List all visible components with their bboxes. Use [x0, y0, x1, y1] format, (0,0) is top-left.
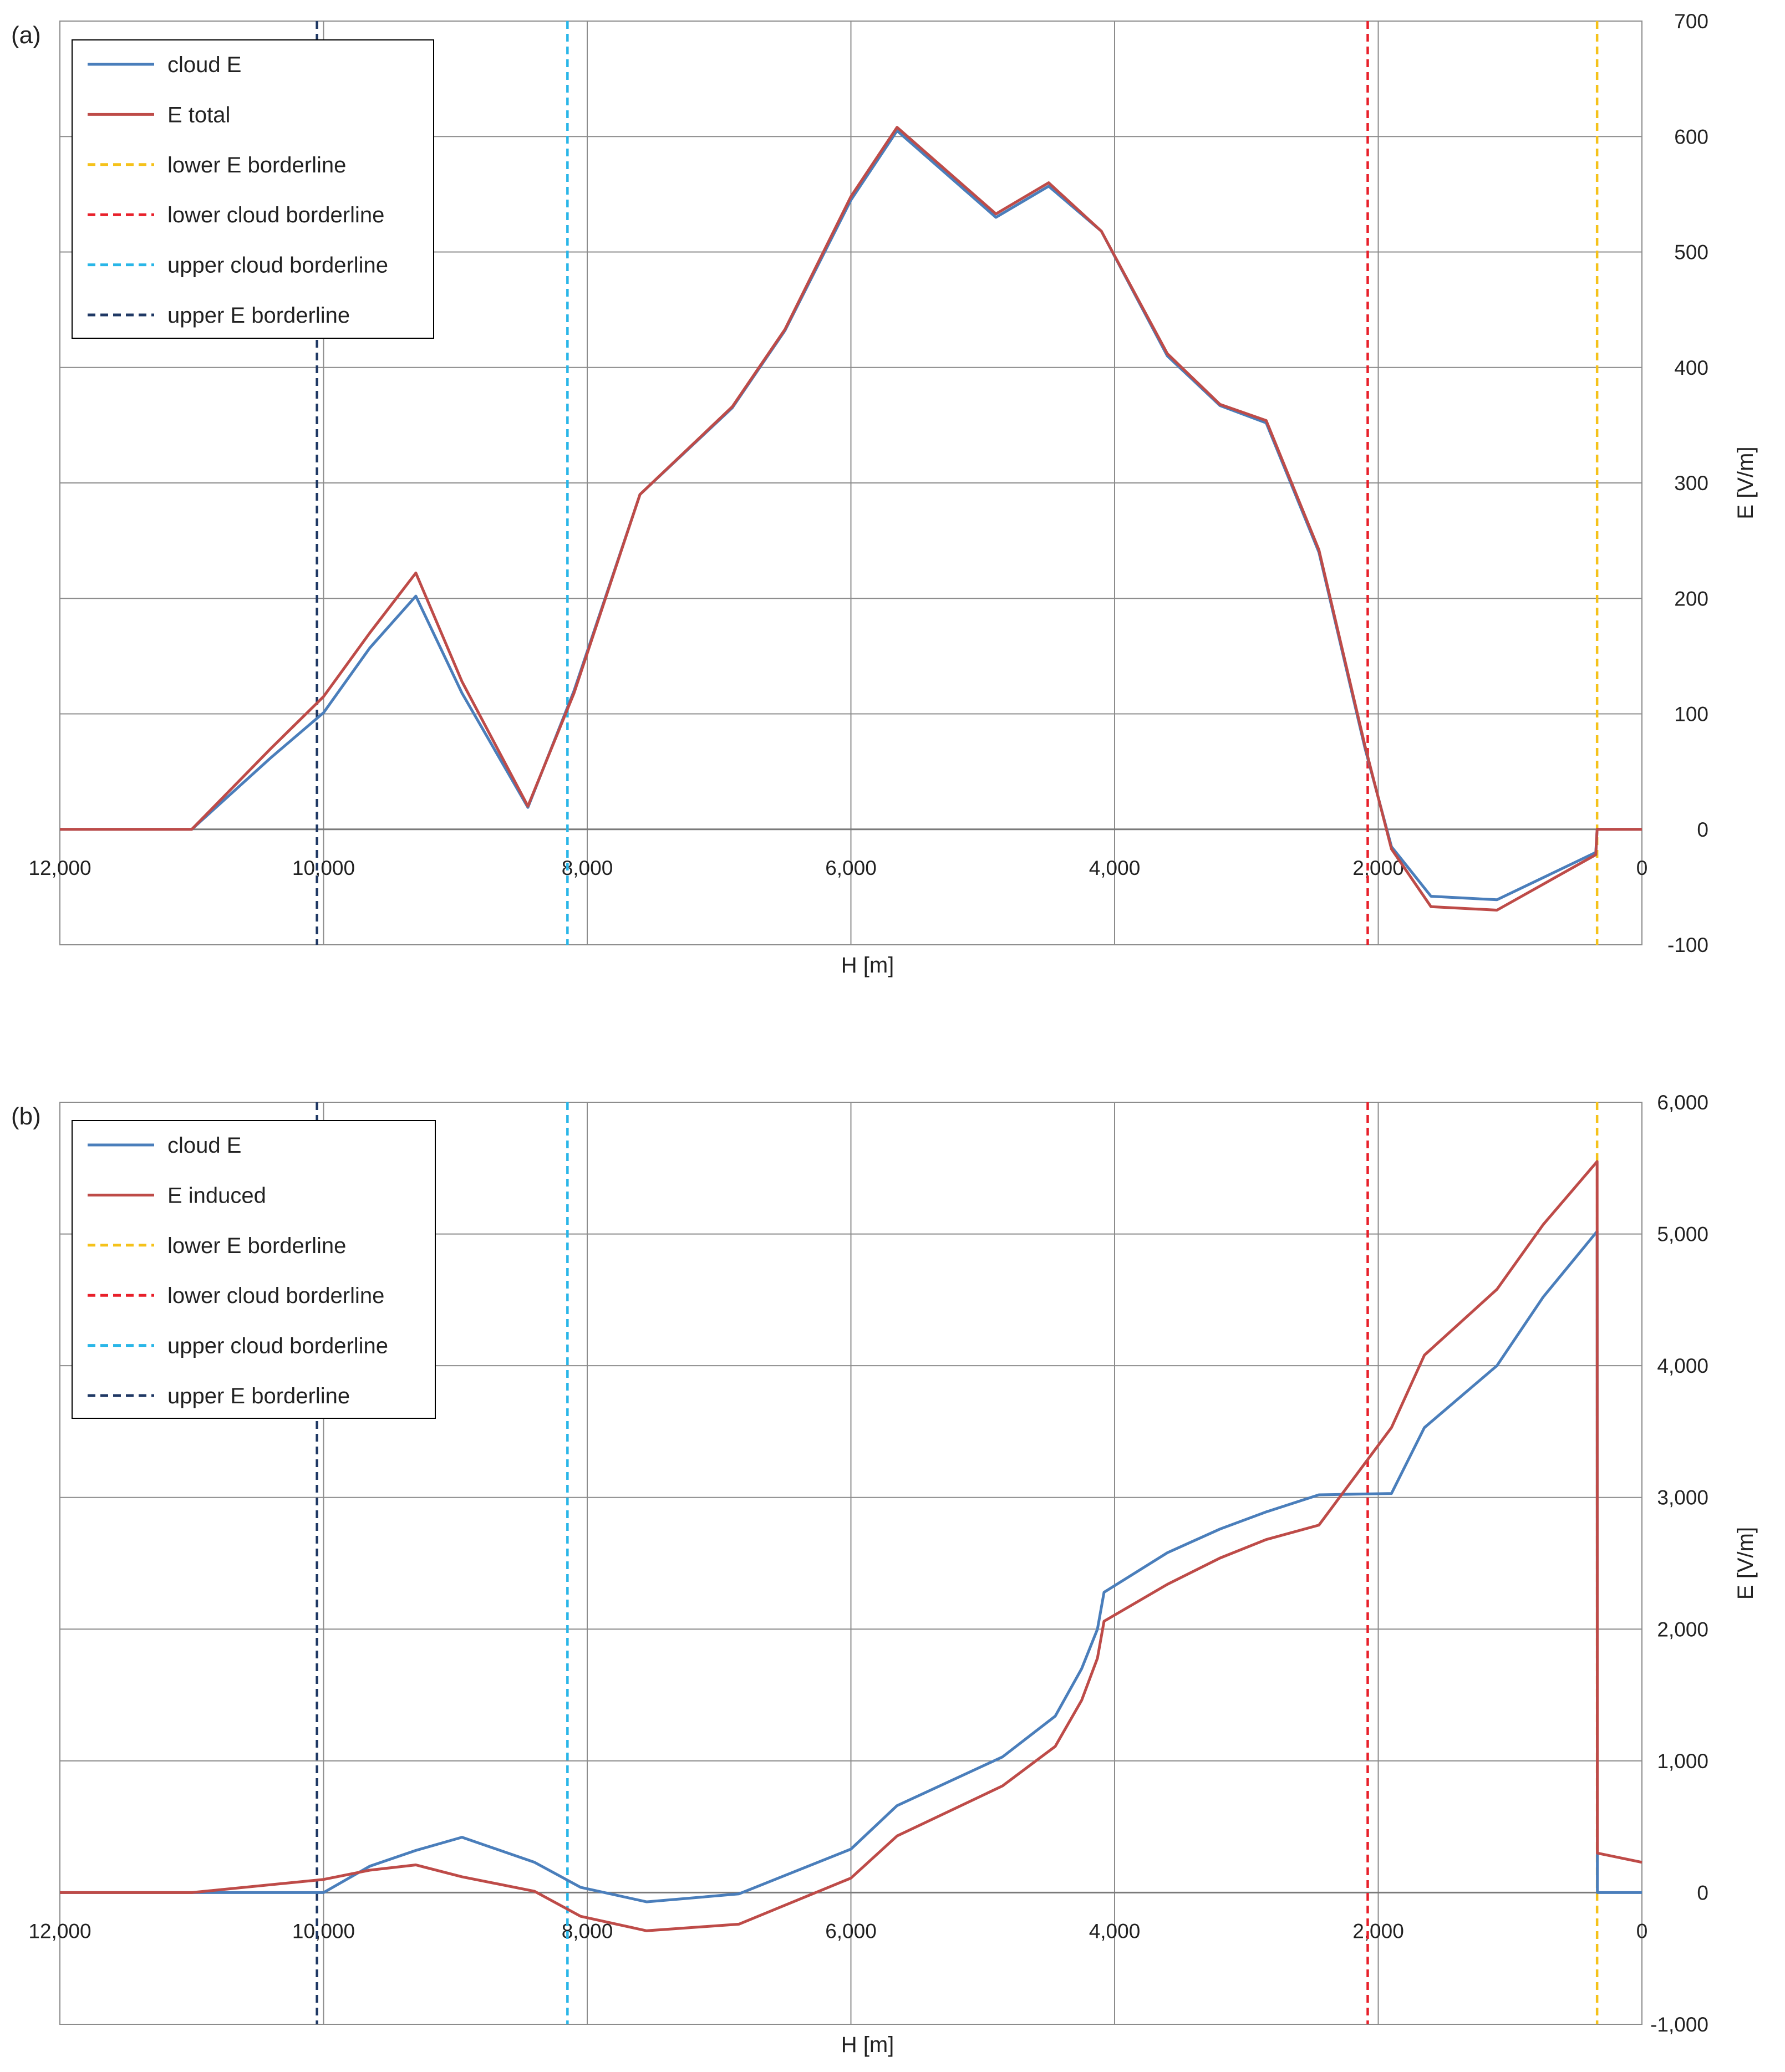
series-line-1 [60, 1160, 1642, 1932]
legend-label: lower cloud borderline [167, 1284, 384, 1308]
y-axis-title: E [V/m] [1733, 446, 1758, 519]
y-tick-label: 3,000 [1657, 1486, 1708, 1509]
x-tick-label: 0 [1636, 1920, 1648, 1942]
x-tick-label: 8,000 [562, 857, 613, 879]
y-tick-label: 0 [1697, 1881, 1708, 1904]
chart-a: 12,000 10,000 8,000 6,000 4,000 2,000 0 -100 0 10… [11, 10, 1758, 978]
legend-label: E total [167, 103, 230, 127]
legend-label: cloud E [167, 53, 241, 77]
x-tick-label: 6,000 [825, 1920, 877, 1942]
y-tick-label: 500 [1674, 241, 1708, 264]
y-axis-title: E [V/m] [1733, 1527, 1758, 1600]
panel-label: (a) [11, 22, 41, 49]
y-tick-label: 2,000 [1657, 1618, 1708, 1641]
y-tick-label: 100 [1674, 703, 1708, 726]
legend-label: upper E borderline [167, 1384, 350, 1408]
chart-b: 12,000 10,000 8,000 6,000 4,000 2,000 0 -1,000 0… [11, 1091, 1758, 2057]
x-tick-label: 0 [1636, 857, 1648, 879]
y-tick-label: 300 [1674, 472, 1708, 495]
x-axis-title: H [m] [841, 953, 894, 978]
legend-label: cloud E [167, 1133, 241, 1158]
panel-label: (b) [11, 1103, 41, 1130]
x-tick-label: 2,000 [1352, 857, 1404, 879]
x-tick-label: 12,000 [28, 1920, 91, 1942]
y-tick-label: 5,000 [1657, 1223, 1708, 1246]
y-tick-label: 200 [1674, 587, 1708, 610]
y-tick-label: -1,000 [1650, 2013, 1708, 2036]
x-tick-label: 2,000 [1352, 1920, 1404, 1942]
legend-box [72, 39, 434, 339]
y-tick-label: 700 [1674, 10, 1708, 33]
legend-label: lower E borderline [167, 1234, 346, 1258]
legend-label: upper cloud borderline [167, 1334, 388, 1358]
y-tick-label: 0 [1697, 818, 1708, 841]
series-line-0 [60, 129, 1642, 902]
legend-label: upper E borderline [167, 303, 350, 328]
x-tick-label: 10,000 [292, 857, 355, 879]
legend-label: E induced [167, 1183, 266, 1208]
x-axis-title: H [m] [841, 2033, 894, 2057]
legend-label: upper cloud borderline [167, 253, 388, 278]
x-tick-label: 4,000 [1089, 857, 1141, 879]
x-tick-label: 4,000 [1089, 1920, 1141, 1942]
y-tick-label: 6,000 [1657, 1091, 1708, 1114]
series-line-1 [60, 126, 1642, 912]
series-line-0 [60, 1230, 1642, 1903]
y-tick-label: 400 [1674, 357, 1708, 379]
x-tick-label: 12,000 [28, 857, 91, 879]
legend-box [72, 1120, 436, 1419]
y-tick-label: 4,000 [1657, 1355, 1708, 1377]
y-tick-label: -100 [1667, 934, 1708, 956]
legend-label: lower E borderline [167, 153, 346, 177]
y-tick-label: 1,000 [1657, 1750, 1708, 1773]
x-tick-label: 8,000 [562, 1920, 613, 1942]
x-tick-label: 6,000 [825, 857, 877, 879]
x-tick-label: 10,000 [292, 1920, 355, 1942]
y-tick-label: 600 [1674, 125, 1708, 148]
legend-label: lower cloud borderline [167, 203, 384, 227]
